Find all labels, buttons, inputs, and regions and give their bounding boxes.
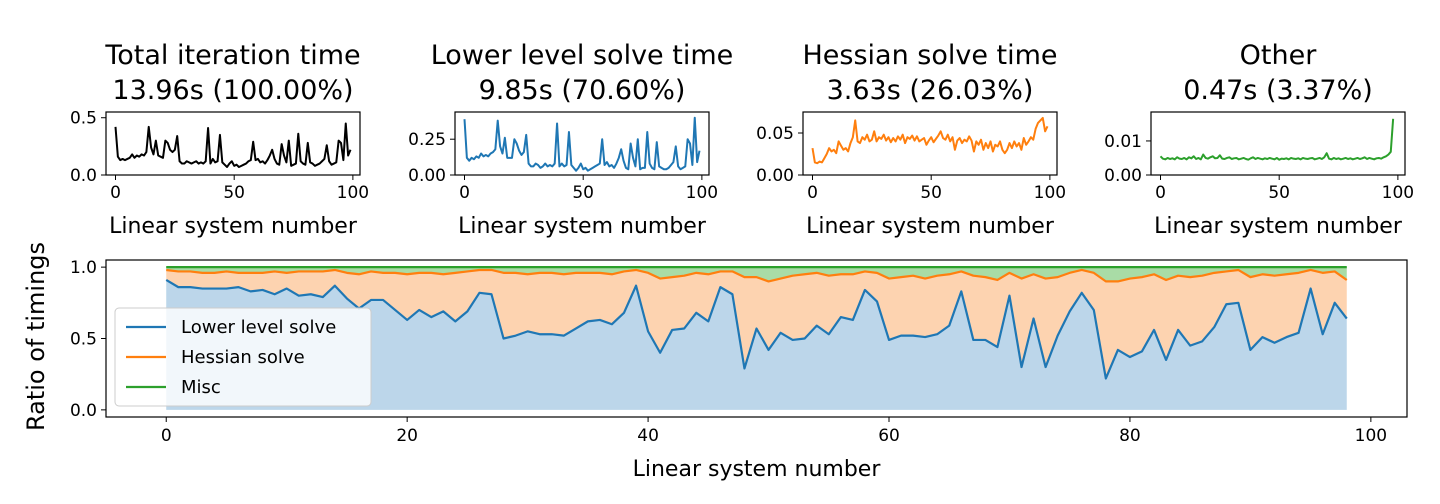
- area-band: [166, 279, 1347, 410]
- series-line: [463, 116, 701, 172]
- y-tick-label: 0.01: [1104, 132, 1142, 152]
- x-tick-label: 50: [223, 183, 245, 203]
- x-tick-label: 50: [1268, 183, 1290, 203]
- x-tick-label: 80: [1119, 426, 1141, 446]
- x-tick-label: 50: [920, 183, 942, 203]
- panel-other: Other 0.47s (3.37%) Linear system number…: [1104, 40, 1414, 239]
- panel-title-line2: 9.85s (70.60%): [479, 75, 686, 106]
- y-tick-label: 0.0: [70, 166, 97, 186]
- x-tick-label: 0: [459, 183, 470, 203]
- series-line: [811, 116, 1049, 165]
- y-tick-label: 0.0: [70, 401, 97, 421]
- x-tick-label: 100: [337, 183, 369, 203]
- y-tick-label: 0.00: [408, 166, 446, 186]
- legend: Lower level solve Hessian solve Misc: [114, 307, 372, 407]
- x-tick-label: 0: [161, 426, 172, 446]
- series-line: [165, 279, 1348, 380]
- panel-title-line2: 0.47s (3.37%): [1183, 75, 1373, 106]
- panel-title-line1: Lower level solve time: [431, 40, 734, 71]
- panel-title-line1: Hessian solve time: [802, 40, 1057, 71]
- x-tick-label: 0: [1155, 183, 1166, 203]
- x-tick-label: 100: [1034, 183, 1066, 203]
- panel-hessian-solve-time: Hessian solve time 3.63s (26.03%) Linear…: [756, 40, 1066, 239]
- plot-frame: [105, 111, 361, 176]
- legend-label-misc: Misc: [181, 377, 221, 398]
- x-axis-label: Linear system number: [633, 457, 882, 482]
- x-tick-label: 0: [807, 183, 818, 203]
- y-tick-label: 0.00: [1104, 166, 1142, 186]
- legend-label-hessian-solve: Hessian solve: [181, 347, 305, 368]
- area-band: [166, 267, 1347, 282]
- x-axis-label: Linear system number: [458, 214, 707, 239]
- plot-frame: [1150, 111, 1406, 176]
- legend-frame: [114, 307, 372, 407]
- series-line: [166, 268, 1348, 283]
- panel-lower-level-solve-time: Lower level solve time 9.85s (70.60%) Li…: [408, 40, 733, 239]
- panel-title-line1: Other: [1240, 40, 1318, 71]
- y-tick-label: 0.5: [70, 109, 97, 129]
- x-tick-label: 0: [110, 183, 121, 203]
- y-tick-label: 0.00: [756, 166, 794, 186]
- x-tick-label: 60: [878, 426, 900, 446]
- panel-ratio-of-timings: Linear system number Ratio of timings 0 2…: [22, 242, 1408, 482]
- series-line: [114, 122, 352, 168]
- y-tick-label: 0.5: [70, 330, 97, 350]
- x-tick-label: 20: [396, 426, 418, 446]
- y-axis-label: Ratio of timings: [22, 242, 50, 431]
- panel-title-line2: 13.96s (100.00%): [112, 75, 353, 106]
- plot-frame: [802, 111, 1058, 176]
- series-line: [1159, 118, 1395, 161]
- panel-total-iteration-time: Total iteration time 13.96s (100.00%) Li…: [70, 40, 369, 239]
- panel-title-line1: Total iteration time: [104, 40, 360, 71]
- x-tick-label: 100: [686, 183, 718, 203]
- panel-title-line2: 3.63s (26.03%): [827, 75, 1034, 106]
- x-tick-label: 50: [572, 183, 594, 203]
- y-tick-label: 0.05: [756, 124, 794, 144]
- x-tick-label: 100: [1382, 183, 1414, 203]
- x-axis-label: Linear system number: [1154, 214, 1403, 239]
- plot-frame: [454, 111, 710, 176]
- legend-label-lower-level-solve: Lower level solve: [181, 317, 336, 338]
- y-tick-label: 1.0: [70, 258, 97, 278]
- y-tick-label: 0.25: [408, 130, 446, 150]
- x-tick-label: 40: [637, 426, 659, 446]
- x-axis-label: Linear system number: [806, 214, 1055, 239]
- x-axis-label: Linear system number: [109, 214, 358, 239]
- x-tick-label: 100: [1355, 426, 1387, 446]
